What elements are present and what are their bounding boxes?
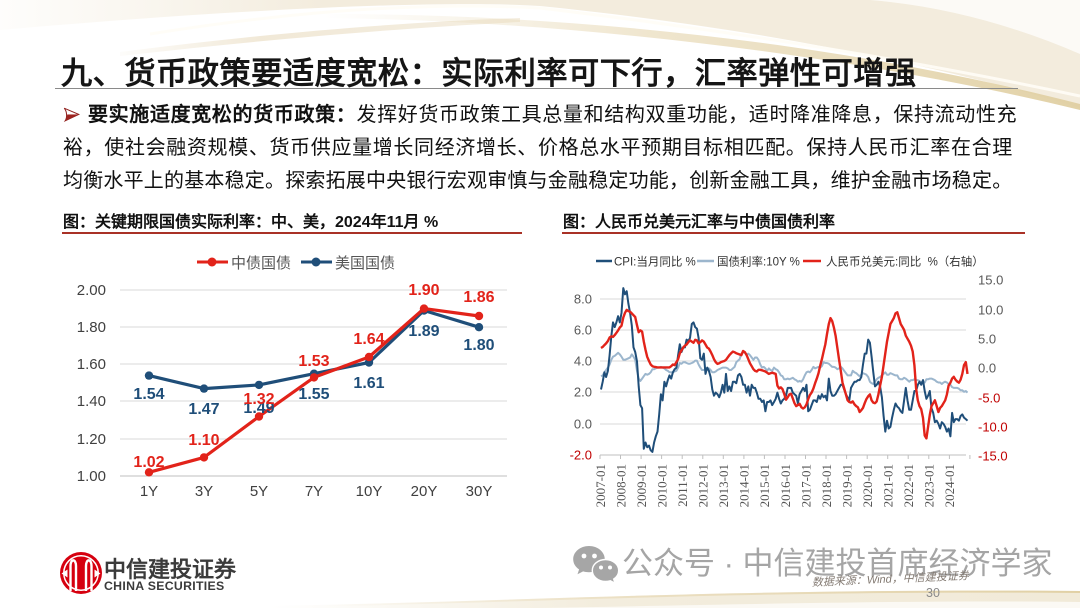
svg-text:2.00: 2.00 <box>77 282 106 299</box>
svg-text:3Y: 3Y <box>195 483 213 500</box>
svg-text:国债利率:10Y %: 国债利率:10Y % <box>717 255 800 269</box>
svg-text:2020-01: 2020-01 <box>860 464 875 507</box>
svg-text:6.0: 6.0 <box>574 323 592 338</box>
svg-text:2010-01: 2010-01 <box>654 464 669 507</box>
svg-text:1.61: 1.61 <box>353 375 384 392</box>
svg-text:1.32: 1.32 <box>243 391 274 408</box>
svg-text:1.54: 1.54 <box>133 386 164 403</box>
svg-text:2019-01: 2019-01 <box>839 464 854 507</box>
svg-text:15.0: 15.0 <box>978 273 1003 288</box>
svg-text:30: 30 <box>926 586 940 600</box>
svg-text:1Y: 1Y <box>140 483 158 500</box>
svg-text:2017-01: 2017-01 <box>798 464 813 507</box>
svg-text:1.60: 1.60 <box>77 356 106 373</box>
svg-text:-15.0: -15.0 <box>978 449 1008 464</box>
svg-text:1.89: 1.89 <box>408 323 439 340</box>
svg-text:1.00: 1.00 <box>77 468 106 485</box>
svg-text:1.80: 1.80 <box>77 319 106 336</box>
svg-text:10.0: 10.0 <box>978 303 1003 318</box>
svg-text:2023-01: 2023-01 <box>922 464 937 507</box>
svg-text:7Y: 7Y <box>305 483 323 500</box>
svg-text:10Y: 10Y <box>356 483 383 500</box>
svg-text:-2.0: -2.0 <box>570 448 592 463</box>
svg-text:CHINA SECURITIES: CHINA SECURITIES <box>104 579 225 593</box>
svg-text:中债国债: 中债国债 <box>231 255 291 272</box>
svg-text:20Y: 20Y <box>411 483 438 500</box>
svg-text:2007-01: 2007-01 <box>593 464 608 507</box>
svg-text:CPI:当月同比 %: CPI:当月同比 % <box>614 255 696 269</box>
svg-text:1.02: 1.02 <box>133 454 164 471</box>
svg-text:1.10: 1.10 <box>188 432 219 449</box>
svg-text:30Y: 30Y <box>466 483 493 500</box>
svg-text:2024-01: 2024-01 <box>942 464 957 507</box>
svg-text:1.40: 1.40 <box>77 393 106 410</box>
svg-text:-10.0: -10.0 <box>978 420 1008 435</box>
svg-text:2013-01: 2013-01 <box>716 464 731 507</box>
svg-text:2015-01: 2015-01 <box>757 464 772 507</box>
svg-text:2016-01: 2016-01 <box>778 464 793 507</box>
svg-text:2011-01: 2011-01 <box>675 464 690 507</box>
svg-text:5Y: 5Y <box>250 483 268 500</box>
svg-text:2014-01: 2014-01 <box>737 464 752 507</box>
svg-text:1.20: 1.20 <box>77 431 106 448</box>
svg-text:1.80: 1.80 <box>463 337 494 354</box>
svg-text:0.0: 0.0 <box>978 361 996 376</box>
svg-text:公众号 · 中信建投首席经济学家: 公众号 · 中信建投首席经济学家 <box>622 546 1053 581</box>
svg-text:5.0: 5.0 <box>978 332 996 347</box>
svg-text:1.55: 1.55 <box>298 386 329 403</box>
svg-text:1.86: 1.86 <box>463 289 494 306</box>
svg-text:2008-01: 2008-01 <box>613 464 628 507</box>
svg-text:-5.0: -5.0 <box>978 391 1000 406</box>
svg-text:2021-01: 2021-01 <box>881 464 896 507</box>
svg-text:0.0: 0.0 <box>574 417 592 432</box>
svg-text:中信建投证券: 中信建投证券 <box>104 557 237 582</box>
svg-text:1.64: 1.64 <box>353 331 384 348</box>
svg-text:2018-01: 2018-01 <box>819 464 834 507</box>
svg-text:8.0: 8.0 <box>574 292 592 307</box>
svg-text:2009-01: 2009-01 <box>634 464 649 507</box>
svg-text:2012-01: 2012-01 <box>696 464 711 507</box>
svg-text:2022-01: 2022-01 <box>901 464 916 507</box>
svg-text:1.90: 1.90 <box>408 282 439 299</box>
svg-text:人民币兑美元:同比 %（右轴）: 人民币兑美元:同比 %（右轴） <box>826 255 984 269</box>
svg-text:1.53: 1.53 <box>298 353 329 370</box>
svg-text:美国国债: 美国国债 <box>335 255 395 272</box>
svg-text:1.47: 1.47 <box>188 401 219 418</box>
svg-text:1.49: 1.49 <box>243 400 274 417</box>
svg-text:2.0: 2.0 <box>574 385 592 400</box>
svg-text:4.0: 4.0 <box>574 354 592 369</box>
